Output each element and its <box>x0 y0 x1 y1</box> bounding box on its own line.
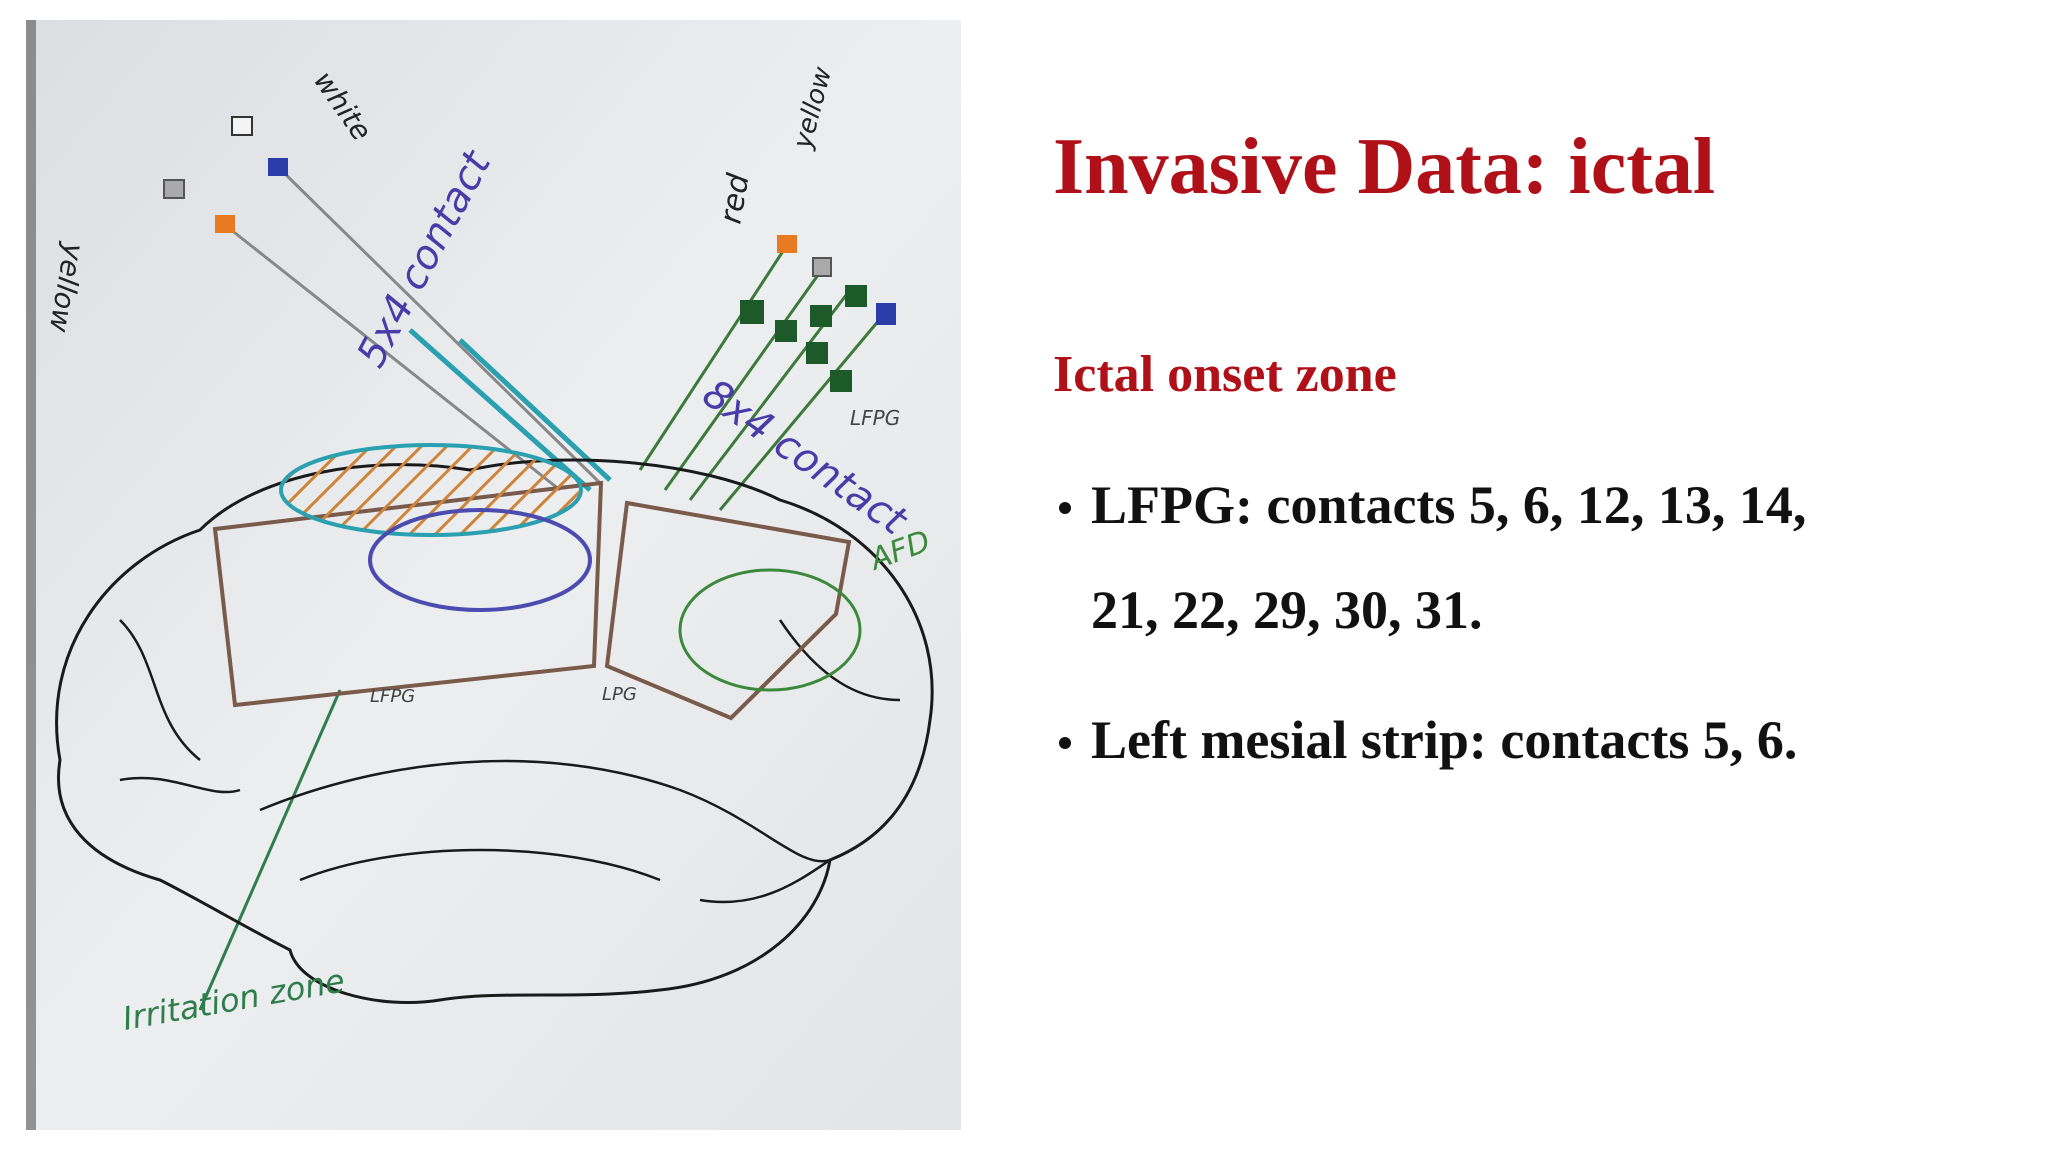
right-grid <box>604 500 852 721</box>
bullet-dot <box>1059 502 1071 514</box>
sulci <box>119 619 901 904</box>
green-zone <box>678 568 862 692</box>
bullet-text: 21, 22, 29, 30, 31. <box>1091 580 1483 640</box>
hand-label: LFPG <box>850 406 900 430</box>
hand-label: LFPG <box>370 686 415 707</box>
hatched-zone <box>279 443 583 537</box>
photo-edge <box>26 20 36 1130</box>
bullet-text: LFPG: contacts 5, 6, 12, 13, 14, <box>1091 475 1807 535</box>
leads <box>198 165 887 1011</box>
blue-zone <box>368 508 592 612</box>
bullet-text: Left mesial strip: contacts 5, 6. <box>1091 710 1798 770</box>
hand-label: LPG <box>602 684 637 705</box>
contacts <box>163 116 896 392</box>
slide-title: Invasive Data: ictal <box>1053 123 1716 211</box>
hand-label: red <box>713 170 756 226</box>
slide-subtitle: Ictal onset zone <box>1053 346 1397 403</box>
bullet-dot <box>1059 737 1071 749</box>
